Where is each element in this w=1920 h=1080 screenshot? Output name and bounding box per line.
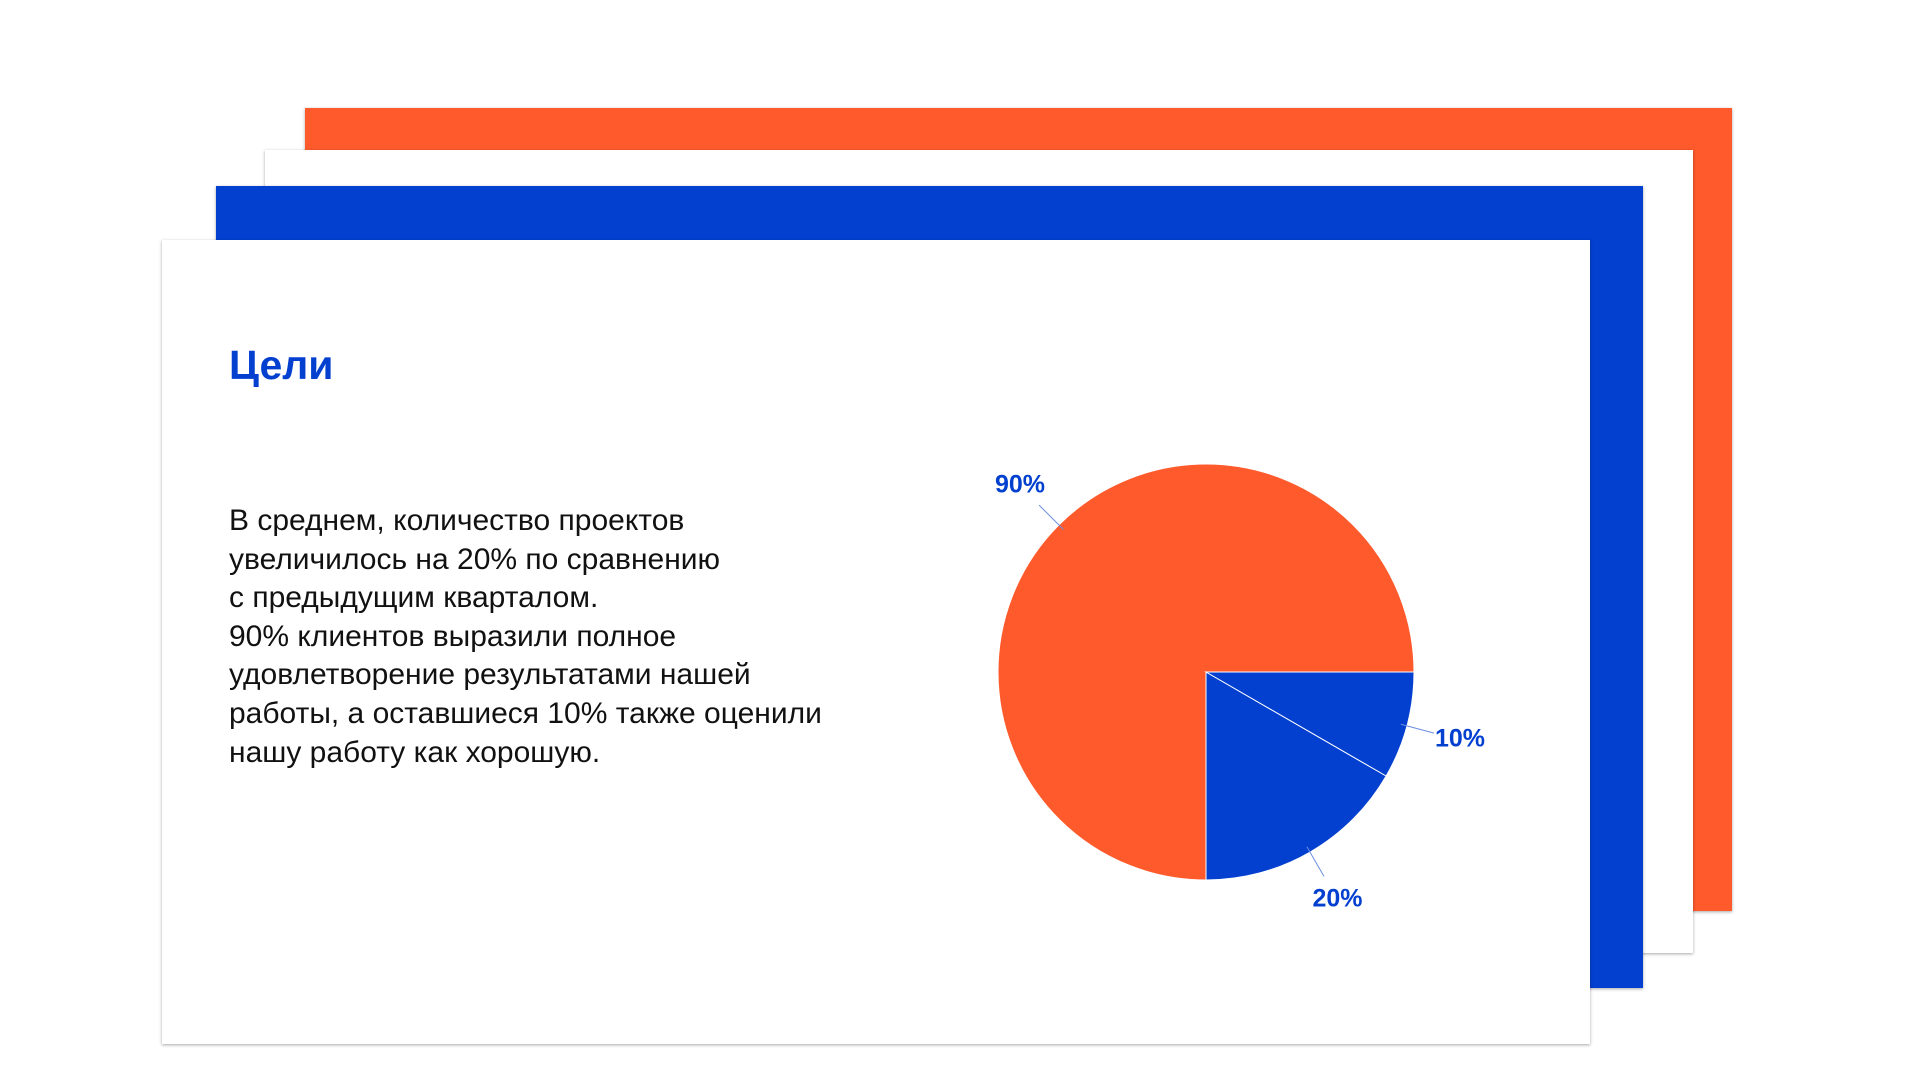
leader-line [1306, 846, 1325, 877]
body-line: нашу работу как хорошую. [229, 735, 601, 769]
data-label: 20% [1312, 884, 1362, 912]
leader-line [1038, 504, 1064, 530]
slide-body: В среднем, количество проектов увеличилос… [229, 502, 822, 772]
body-line: увеличилось на 20% по сравнению [229, 542, 721, 576]
body-line: работы, а оставшиеся 10% также оценили [229, 696, 822, 730]
data-label: 10% [1435, 725, 1485, 753]
body-line: с предыдущим кварталом. [229, 581, 599, 615]
body-line: В среднем, количество проектов [229, 504, 685, 537]
body-line: 90% клиентов выразили полное [229, 619, 677, 653]
slide-title: Цели [229, 342, 334, 388]
leader-line [1400, 723, 1435, 734]
data-label: 90% [995, 471, 1045, 499]
body-line: удовлетворение результатами нашей [229, 658, 751, 692]
